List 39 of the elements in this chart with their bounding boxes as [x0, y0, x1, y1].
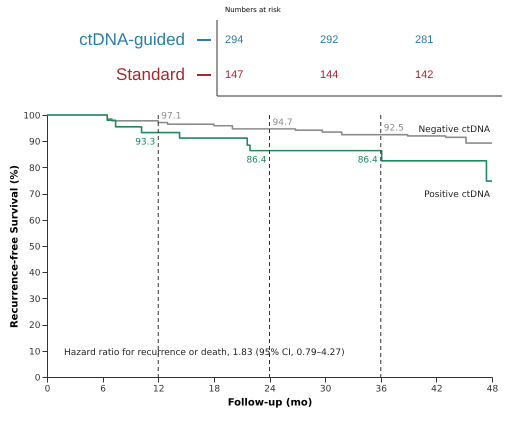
text: 147	[225, 69, 244, 81]
legend-label: Standard	[116, 65, 185, 84]
data-label: 92.5	[384, 124, 404, 134]
y-tick-label: 60	[29, 216, 41, 226]
y-tick-label: 40	[29, 268, 41, 279]
data-label: 93.3	[135, 138, 156, 148]
x-tick-label: 0	[44, 384, 51, 394]
text: 281	[415, 34, 434, 46]
y-tick-label: 0	[34, 374, 41, 384]
y-tick-label: 90	[29, 138, 41, 148]
y-tick-label: 20	[29, 321, 41, 332]
series-label: Negative ctDNA	[418, 125, 491, 136]
y-axis-title: Recurrence-free Survival (%)	[9, 164, 20, 328]
x-tick-label: 30	[320, 384, 332, 394]
x-tick-label: 6	[100, 384, 106, 394]
y-tick-label: 30	[29, 294, 41, 305]
text: 144	[320, 69, 338, 81]
x-tick-label: 42	[431, 384, 443, 394]
text: 294	[225, 34, 244, 46]
x-tick-label: 12	[153, 384, 164, 394]
x-tick-label: 18	[208, 384, 220, 394]
x-tick-label: 24	[264, 384, 276, 394]
x-axis-title: Follow-up (mo)	[228, 398, 312, 408]
data-label: 86.4	[246, 156, 267, 166]
data-label: 97.1	[161, 112, 182, 122]
text: 142	[415, 69, 434, 81]
x-tick-label: 36	[376, 384, 388, 394]
annotation: Hazard ratio for recurrence or death, 1.83 (95% CI, 0.79–4.27)	[64, 348, 345, 358]
x-tick-label: 48	[486, 384, 498, 394]
y-tick-label: 70	[29, 190, 41, 200]
y-tick-label: 10	[29, 347, 41, 358]
y-tick-label: 100	[23, 112, 41, 122]
text: 292	[320, 34, 338, 46]
y-tick-label: 80	[29, 164, 41, 174]
y-tick-label: 50	[29, 242, 41, 252]
legend-label: ctDNA-guided	[79, 30, 185, 49]
data-label: 94.7	[272, 118, 293, 128]
series-label: Positive ctDNA	[424, 190, 491, 200]
data-label: 86.4	[358, 156, 378, 166]
